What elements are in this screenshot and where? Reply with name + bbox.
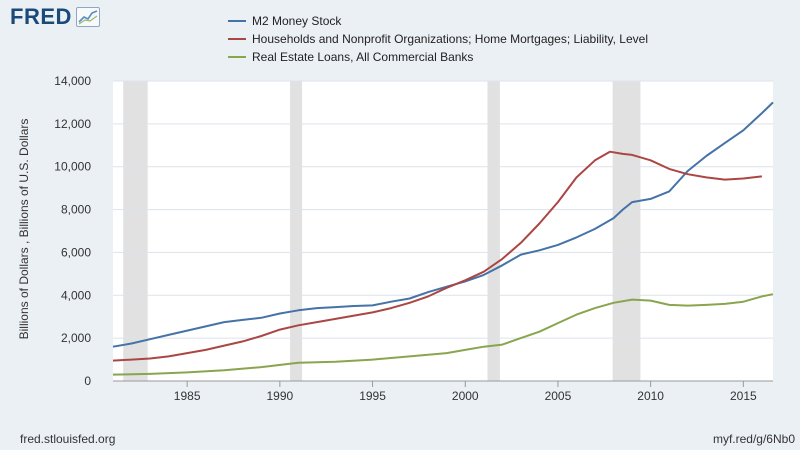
x-tick-label-1: 1990 — [267, 389, 294, 403]
x-tick-label-2: 1995 — [359, 389, 386, 403]
recession-bands — [123, 81, 641, 381]
legend-label-mortgages: Households and Nonprofit Organizations; … — [252, 32, 648, 46]
y-tick-label-1: 2,000 — [61, 331, 91, 345]
x-tick-label-6: 2015 — [730, 389, 757, 403]
x-tick-label-0: 1985 — [174, 389, 201, 403]
grid-lines — [113, 80, 773, 339]
y-tick-label-4: 8,000 — [61, 203, 91, 217]
series-line-mortgages[interactable] — [112, 150, 763, 362]
legend-item-mortgages[interactable]: Households and Nonprofit Organizations; … — [228, 30, 648, 48]
legend-swatch-real-estate — [228, 56, 246, 58]
short-link[interactable]: myf.red/g/6Nb0 — [712, 432, 795, 446]
legend-item-real-estate[interactable]: Real Estate Loans, All Commercial Banks — [228, 48, 648, 66]
legend-swatch-mortgages — [228, 38, 246, 40]
source-link[interactable]: fred.stlouisfed.org — [20, 432, 116, 446]
legend-label-real-estate: Real Estate Loans, All Commercial Banks — [252, 50, 474, 64]
recession-band-0 — [123, 81, 148, 381]
series-line-real-estate[interactable] — [112, 293, 774, 376]
fred-logo-text: FRED — [10, 4, 72, 29]
axes: 0 2,000 4,000 6,000 8,000 10,000 12,000 14,000 1… — [54, 74, 773, 403]
recession-band-1 — [290, 81, 303, 381]
series-lines — [112, 101, 774, 376]
y-tick-label-7: 14,000 — [54, 74, 91, 88]
chart-line-icon — [75, 7, 100, 27]
legend-label-m2: M2 Money Stock — [252, 14, 342, 28]
y-tick-label-0: 0 — [84, 374, 91, 388]
y-tick-label-2: 4,000 — [61, 288, 91, 302]
legend-swatch-m2 — [228, 20, 246, 22]
legend-item-m2[interactable]: M2 Money Stock — [228, 12, 648, 30]
recession-band-3 — [612, 81, 641, 381]
x-tick-label-3: 2000 — [452, 389, 479, 403]
x-tick-label-4: 2005 — [545, 389, 572, 403]
x-tick-label-5: 2010 — [637, 389, 664, 403]
y-tick-label-5: 10,000 — [54, 160, 91, 174]
recession-band-2 — [487, 81, 500, 381]
plot-area — [113, 81, 773, 381]
chart-legend: M2 Money Stock Households and Nonprofit … — [228, 12, 648, 66]
y-tick-label-6: 12,000 — [54, 117, 91, 131]
y-tick-label-3: 6,000 — [61, 245, 91, 259]
fred-logo[interactable]: FRED — [10, 4, 100, 30]
